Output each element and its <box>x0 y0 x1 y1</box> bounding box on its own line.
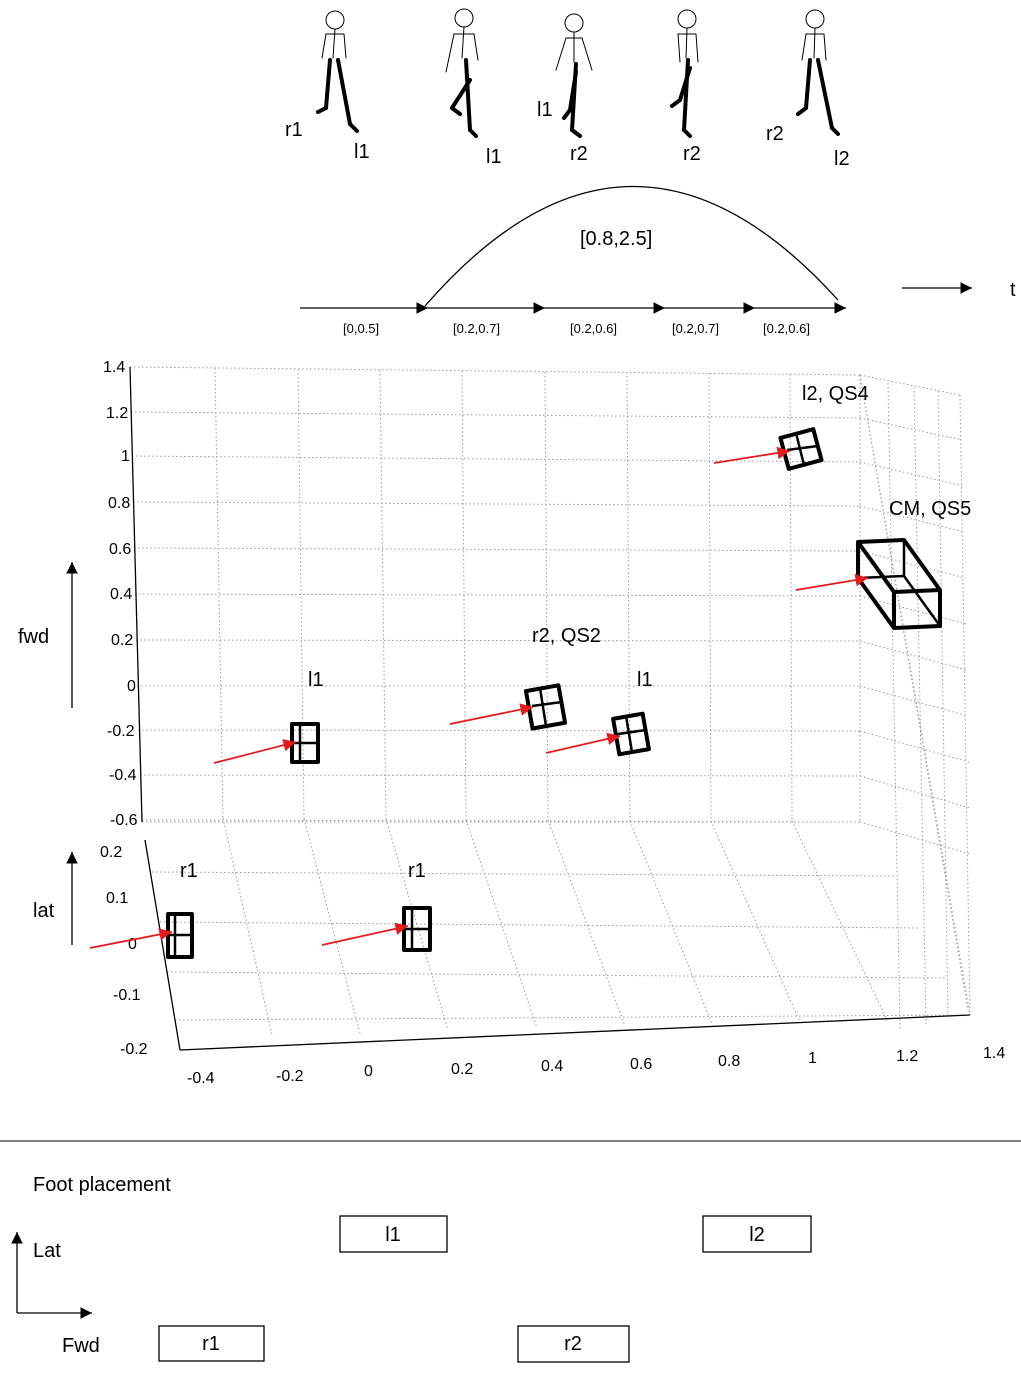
lat-axis-label: lat <box>33 900 55 922</box>
fwd-tick: -0.2 <box>107 723 135 740</box>
foot-box-label: r2 <box>564 1333 582 1355</box>
foot-placement-title: Foot placement <box>33 1174 171 1196</box>
marker-label: r1 <box>408 860 426 882</box>
fwd-tick: 0.4 <box>110 586 132 603</box>
figure-label: r1 <box>285 119 303 141</box>
foot-placement: Foot placement Lat Fwd l1 l2 r1 r2 <box>11 1174 812 1363</box>
fwd-tick: 0.8 <box>108 495 130 512</box>
fwd-axis-label: fwd <box>18 626 49 648</box>
x-tick: -0.2 <box>276 1068 304 1085</box>
figure-label: r2 <box>766 123 784 145</box>
marker-l1a: l1 <box>213 669 324 764</box>
interval-label: [0.2,0.7] <box>453 321 500 336</box>
interval-label: [0,0.5] <box>343 321 379 336</box>
fwd-tick: 0.2 <box>111 632 133 649</box>
fwd-direction-label: Fwd <box>62 1335 100 1357</box>
x-tick: 0.8 <box>718 1053 740 1070</box>
marker-label: l1 <box>308 669 324 691</box>
x-tick: 0 <box>364 1063 373 1080</box>
x-tick: 1 <box>808 1050 817 1067</box>
x-tick: 1.4 <box>983 1045 1005 1062</box>
stick-figure-5 <box>796 9 840 136</box>
right-wall-grid <box>859 374 971 1031</box>
lat-ticks: 0.2 0.1 0 -0.1 -0.2 <box>100 844 148 1058</box>
figure-label: l1 <box>486 146 502 168</box>
stick-figure-1 <box>316 10 359 133</box>
foot-box-l1: l1 <box>339 1215 448 1253</box>
x-tick: 1.2 <box>896 1048 918 1065</box>
figure-label: l1 <box>354 141 370 163</box>
back-wall-grid <box>129 366 861 823</box>
x-tick: 0.2 <box>451 1061 473 1078</box>
timeline-arc-label: [0.8,2.5] <box>580 228 652 250</box>
foot-box-r2: r2 <box>517 1325 630 1363</box>
interval-label: [0.2,0.6] <box>570 321 617 336</box>
lat-tick: 0 <box>128 936 137 953</box>
fwd-ticks: 1.4 1.2 1 0.8 0.6 0.4 0.2 0 -0.2 -0.4 -0… <box>103 359 138 829</box>
lat-direction-label: Lat <box>33 1240 61 1262</box>
figure-label: r2 <box>683 143 701 165</box>
timeline-arc <box>424 185 839 307</box>
x-tick: 0.4 <box>541 1058 563 1075</box>
fwd-tick: 1 <box>121 448 130 465</box>
marker-label: r1 <box>180 860 198 882</box>
marker-label: l2, QS4 <box>802 383 869 405</box>
time-label: t <box>1010 279 1016 301</box>
x-tick: 0.6 <box>630 1056 652 1073</box>
stick-figure-4 <box>670 9 699 138</box>
fwd-tick: 0 <box>127 678 136 695</box>
lat-tick: 0.1 <box>106 890 128 907</box>
interval-label: [0.2,0.7] <box>672 321 719 336</box>
foot-box-l2: l2 <box>702 1215 812 1253</box>
fwd-tick: 1.2 <box>106 405 128 422</box>
foot-box-label: l1 <box>385 1224 401 1246</box>
x-axis <box>179 1014 971 1051</box>
stick-figure-2 <box>445 8 479 138</box>
x-tick: -0.4 <box>187 1070 215 1087</box>
stick-figure-3 <box>555 13 593 138</box>
interval-label: [0.2,0.6] <box>763 321 810 336</box>
marker-label: r2, QS2 <box>532 625 601 647</box>
fwd-tick: 1.4 <box>103 359 125 376</box>
marker-l2: l2, QS4 <box>713 383 869 471</box>
floor-grid <box>142 817 971 1036</box>
lat-tick: -0.2 <box>120 1041 148 1058</box>
lat-tick: 0.2 <box>100 844 122 861</box>
fwd-axis <box>129 366 143 823</box>
fwd-tick: 0.6 <box>109 541 131 558</box>
timeline: [0.8,2.5] [0,0.5] [0.2,0.7] [0.2,0.6] [0… <box>300 185 1016 336</box>
figure-label: r2 <box>570 143 588 165</box>
x-ticks: -0.4 -0.2 0 0.2 0.4 0.6 0.8 1 1.2 1.4 <box>187 1045 1005 1087</box>
marker-label: l1 <box>637 669 653 691</box>
fwd-tick: -0.6 <box>110 812 138 829</box>
figure-label: l1 <box>537 99 553 121</box>
lat-tick: -0.1 <box>113 987 141 1004</box>
fwd-tick: -0.4 <box>109 767 137 784</box>
plot-3d: 1.4 1.2 1 0.8 0.6 0.4 0.2 0 -0.2 -0.4 -0… <box>18 359 1005 1087</box>
marker-r1b: r1 <box>321 860 432 952</box>
foot-box-label: r1 <box>202 1333 220 1355</box>
foot-box-r1: r1 <box>158 1325 265 1362</box>
walking-figures: r1 l1 l1 l1 r2 r2 r2 l2 <box>285 8 850 170</box>
figure-label: l2 <box>834 148 850 170</box>
marker-label: CM, QS5 <box>889 498 971 520</box>
marker-r2: r2, QS2 <box>449 625 601 731</box>
marker-l1b: l1 <box>545 669 653 757</box>
lat-axis <box>144 839 181 1051</box>
foot-box-label: l2 <box>749 1224 765 1246</box>
marker-cm: CM, QS5 <box>795 498 971 630</box>
marker-r1a: r1 <box>89 860 198 959</box>
